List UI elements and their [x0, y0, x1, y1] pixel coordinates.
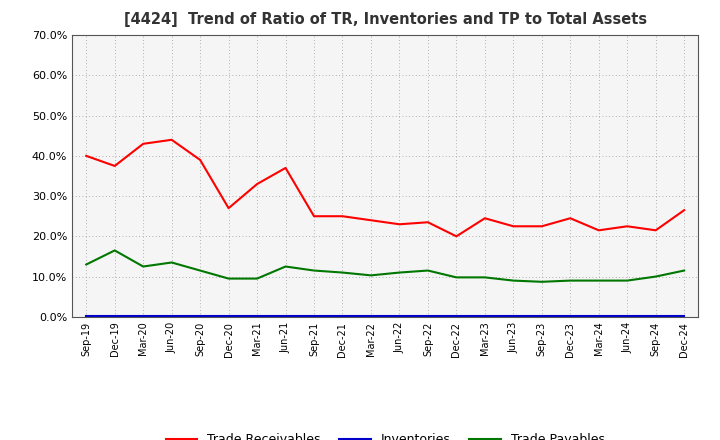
- Trade Receivables: [537, 224, 546, 229]
- Trade Payables: [595, 278, 603, 283]
- Trade Receivables: [82, 153, 91, 158]
- Trade Receivables: [595, 227, 603, 233]
- Inventories: [623, 314, 631, 319]
- Inventories: [310, 314, 318, 319]
- Inventories: [110, 314, 119, 319]
- Trade Payables: [139, 264, 148, 269]
- Inventories: [82, 314, 91, 319]
- Trade Payables: [623, 278, 631, 283]
- Trade Receivables: [139, 141, 148, 147]
- Inventories: [652, 314, 660, 319]
- Trade Receivables: [423, 220, 432, 225]
- Trade Payables: [366, 273, 375, 278]
- Line: Trade Receivables: Trade Receivables: [86, 140, 684, 236]
- Trade Receivables: [480, 216, 489, 221]
- Legend: Trade Receivables, Inventories, Trade Payables: Trade Receivables, Inventories, Trade Pa…: [161, 429, 610, 440]
- Trade Receivables: [566, 216, 575, 221]
- Title: [4424]  Trend of Ratio of TR, Inventories and TP to Total Assets: [4424] Trend of Ratio of TR, Inventories…: [124, 12, 647, 27]
- Inventories: [480, 314, 489, 319]
- Inventories: [509, 314, 518, 319]
- Trade Receivables: [253, 181, 261, 187]
- Trade Payables: [423, 268, 432, 273]
- Trade Payables: [509, 278, 518, 283]
- Trade Payables: [225, 276, 233, 281]
- Trade Receivables: [196, 157, 204, 162]
- Trade Receivables: [310, 213, 318, 219]
- Inventories: [167, 314, 176, 319]
- Trade Payables: [82, 262, 91, 267]
- Trade Receivables: [225, 205, 233, 211]
- Inventories: [452, 314, 461, 319]
- Inventories: [196, 314, 204, 319]
- Trade Receivables: [509, 224, 518, 229]
- Trade Payables: [167, 260, 176, 265]
- Inventories: [537, 314, 546, 319]
- Trade Payables: [110, 248, 119, 253]
- Trade Receivables: [652, 227, 660, 233]
- Inventories: [282, 314, 290, 319]
- Inventories: [423, 314, 432, 319]
- Trade Payables: [338, 270, 347, 275]
- Inventories: [139, 314, 148, 319]
- Trade Payables: [652, 274, 660, 279]
- Trade Payables: [480, 275, 489, 280]
- Trade Payables: [253, 276, 261, 281]
- Trade Receivables: [338, 213, 347, 219]
- Inventories: [595, 314, 603, 319]
- Trade Receivables: [366, 218, 375, 223]
- Inventories: [566, 314, 575, 319]
- Trade Payables: [452, 275, 461, 280]
- Trade Payables: [310, 268, 318, 273]
- Inventories: [338, 314, 347, 319]
- Trade Payables: [282, 264, 290, 269]
- Inventories: [680, 314, 688, 319]
- Line: Trade Payables: Trade Payables: [86, 250, 684, 282]
- Trade Receivables: [167, 137, 176, 143]
- Trade Payables: [566, 278, 575, 283]
- Trade Payables: [537, 279, 546, 284]
- Trade Receivables: [110, 163, 119, 169]
- Trade Receivables: [680, 208, 688, 213]
- Trade Receivables: [282, 165, 290, 171]
- Inventories: [395, 314, 404, 319]
- Trade Receivables: [452, 234, 461, 239]
- Inventories: [253, 314, 261, 319]
- Trade Payables: [196, 268, 204, 273]
- Trade Receivables: [623, 224, 631, 229]
- Trade Receivables: [395, 222, 404, 227]
- Trade Payables: [680, 268, 688, 273]
- Inventories: [366, 314, 375, 319]
- Inventories: [225, 314, 233, 319]
- Trade Payables: [395, 270, 404, 275]
